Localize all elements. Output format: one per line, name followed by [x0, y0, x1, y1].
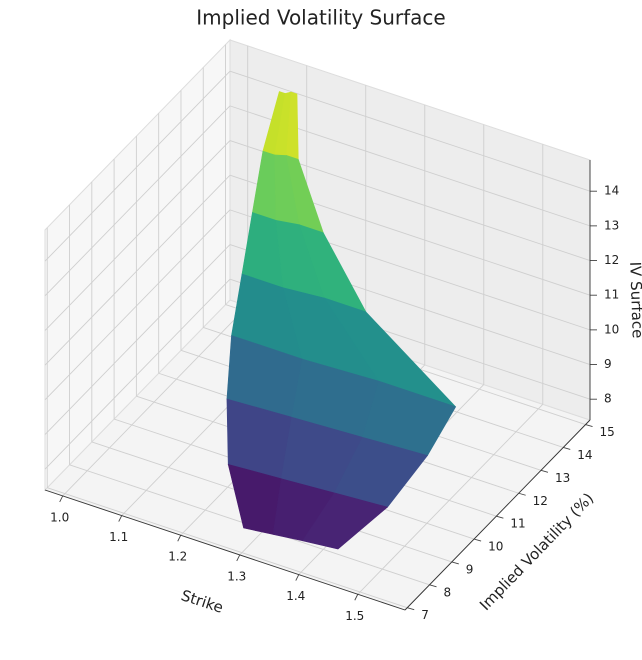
grid-line	[44, 140, 231, 331]
z-tick-label: 11	[604, 288, 619, 302]
grid-line	[62, 305, 249, 497]
x-tick-label: 1.4	[286, 589, 305, 603]
tick-mark	[59, 495, 64, 503]
tick-mark	[295, 574, 300, 581]
tick-mark	[177, 535, 182, 542]
y-tick-label: 11	[510, 517, 525, 531]
z-axis-label: IV Surface	[626, 261, 642, 338]
tick-mark	[585, 424, 593, 428]
z-tick-label: 14	[604, 184, 619, 198]
y-tick-label: 12	[533, 494, 548, 508]
tick-mark	[496, 515, 504, 519]
tick-mark	[429, 584, 437, 588]
x-tick-label: 1.3	[227, 569, 246, 583]
tick-mark	[473, 538, 482, 542]
tick-mark	[236, 554, 241, 562]
tick-mark	[354, 594, 359, 601]
z-tick-label: 10	[604, 322, 619, 336]
x-axis-line	[44, 489, 406, 611]
surface-patch	[302, 492, 389, 550]
grid-line	[229, 70, 591, 192]
grid-line	[44, 105, 231, 297]
y-tick-label: 14	[577, 448, 592, 462]
tick-mark	[540, 469, 549, 473]
x-tick-label: 1.1	[109, 530, 128, 544]
tick-mark	[563, 447, 571, 450]
x-axis-label: Strike	[179, 586, 226, 616]
grid-line	[44, 70, 231, 262]
y-tick-label: 8	[444, 585, 452, 599]
z-tick-label: 12	[604, 253, 619, 267]
tick-mark	[451, 561, 459, 565]
z-tick-label: 13	[604, 218, 619, 232]
y-tick-label: 15	[600, 425, 615, 439]
tick-mark	[118, 515, 123, 522]
grid-line	[44, 278, 231, 470]
y-tick-label: 7	[421, 608, 429, 622]
y-tick-label: 9	[466, 562, 474, 576]
z-tick-label: 9	[604, 357, 612, 371]
x-tick-label: 1.2	[168, 550, 187, 564]
grid-line	[44, 174, 231, 366]
grid-line	[357, 403, 544, 595]
tick-mark	[407, 607, 415, 611]
y-tick-label: 10	[488, 540, 503, 554]
grid-line	[47, 487, 408, 609]
x-tick-label: 1.0	[50, 510, 69, 524]
grid-line	[44, 244, 231, 435]
z-tick-label: 8	[604, 392, 612, 406]
y-tick-label: 13	[555, 471, 570, 485]
grid-line	[44, 209, 231, 401]
x-tick-label: 1.5	[345, 609, 364, 623]
chart-title: Implied Volatility Surface	[196, 6, 445, 30]
y-axis-line	[404, 419, 591, 611]
tick-mark	[518, 492, 526, 496]
